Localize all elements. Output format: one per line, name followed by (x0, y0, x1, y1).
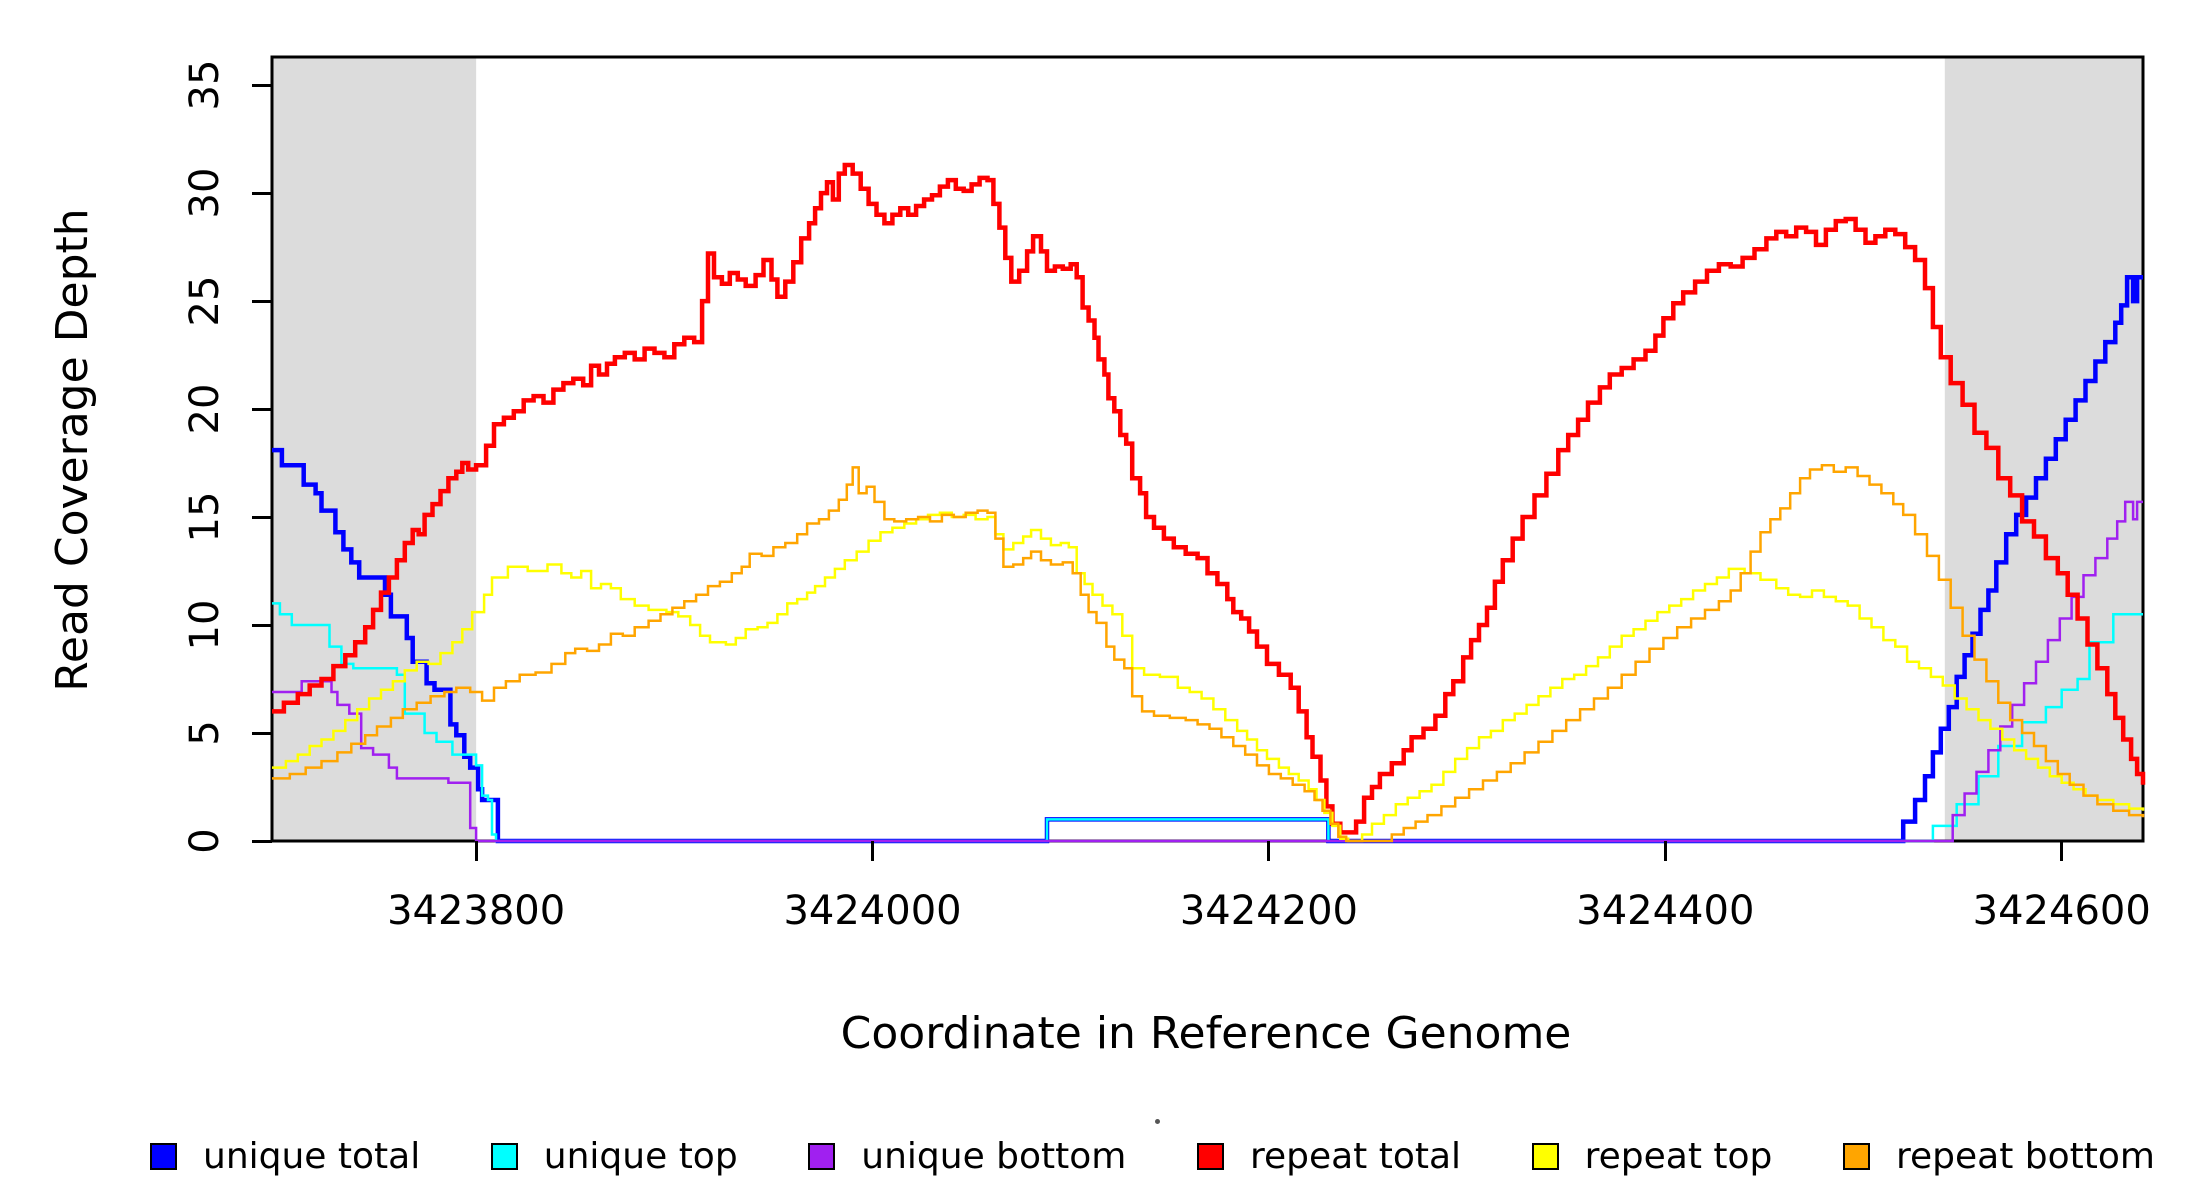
x-tick-label: 3423800 (387, 888, 566, 934)
x-tick-label: 3424400 (1576, 888, 1755, 934)
plot-svg (270, 55, 2146, 844)
y-tick (252, 515, 272, 519)
series-repeat-total (272, 162, 2146, 835)
legend-swatch-repeat-bottom (1843, 1143, 1870, 1170)
legend-label: repeat total (1249, 1136, 1462, 1177)
y-tick-label: 30 (182, 167, 228, 219)
y-tick (252, 299, 272, 303)
series-repeat-top (272, 511, 2145, 843)
y-tick-label: 5 (182, 720, 228, 746)
series-unique-bottom (272, 500, 2143, 843)
legend-label: repeat top (1584, 1136, 1773, 1177)
legend-item-unique-total: unique total (150, 1136, 420, 1177)
x-axis-title: Coordinate in Reference Genome (840, 1008, 1572, 1059)
x-tick (1267, 841, 1271, 861)
shaded-region (272, 57, 477, 841)
stray-dot-artifact (1155, 1119, 1160, 1124)
legend-item-repeat-total: repeat total (1196, 1136, 1462, 1177)
legend-label: unique top (543, 1136, 738, 1177)
legend-swatch-repeat-total (1196, 1143, 1224, 1170)
y-tick (252, 623, 272, 627)
y-axis-title: Read Coverage Depth (46, 208, 98, 692)
series-repeat-bottom (272, 463, 2145, 843)
y-tick-label: 0 (182, 828, 228, 854)
x-tick-label: 3424600 (1972, 888, 2151, 934)
y-tick (252, 839, 272, 843)
legend-item-unique-top: unique top (490, 1136, 738, 1177)
legend-item-repeat-bottom: repeat bottom (1843, 1136, 2155, 1177)
x-tick (871, 841, 875, 861)
y-tick (252, 731, 272, 735)
x-tick-label: 3424000 (783, 888, 962, 934)
y-tick-label: 10 (182, 599, 228, 651)
legend-item-repeat-top: repeat top (1531, 1136, 1773, 1177)
y-tick-label: 15 (182, 491, 228, 543)
y-tick (252, 191, 272, 195)
legend-swatch-unique-bottom (808, 1143, 836, 1170)
legend-label: unique bottom (861, 1136, 1127, 1177)
x-tick (1663, 841, 1667, 861)
series-unique-top (272, 602, 2143, 843)
legend-swatch-repeat-top (1531, 1143, 1559, 1170)
x-tick-label: 3424200 (1179, 888, 1359, 934)
x-tick (2060, 841, 2064, 861)
legend: unique total unique top unique bottom repea… (150, 1136, 2155, 1177)
y-tick-label: 25 (182, 275, 228, 327)
legend-label: repeat bottom (1896, 1136, 2155, 1177)
legend-label: unique total (203, 1136, 421, 1177)
plot-area (270, 55, 2146, 844)
y-tick (252, 83, 272, 87)
y-tick (252, 407, 272, 411)
series-unique-total (272, 275, 2143, 844)
legend-swatch-unique-total (150, 1143, 177, 1170)
x-tick (474, 841, 478, 861)
legend-swatch-unique-top (490, 1143, 518, 1170)
y-tick-label: 20 (182, 383, 228, 435)
y-tick-label: 35 (182, 59, 228, 111)
legend-item-unique-bottom: unique bottom (808, 1136, 1126, 1177)
